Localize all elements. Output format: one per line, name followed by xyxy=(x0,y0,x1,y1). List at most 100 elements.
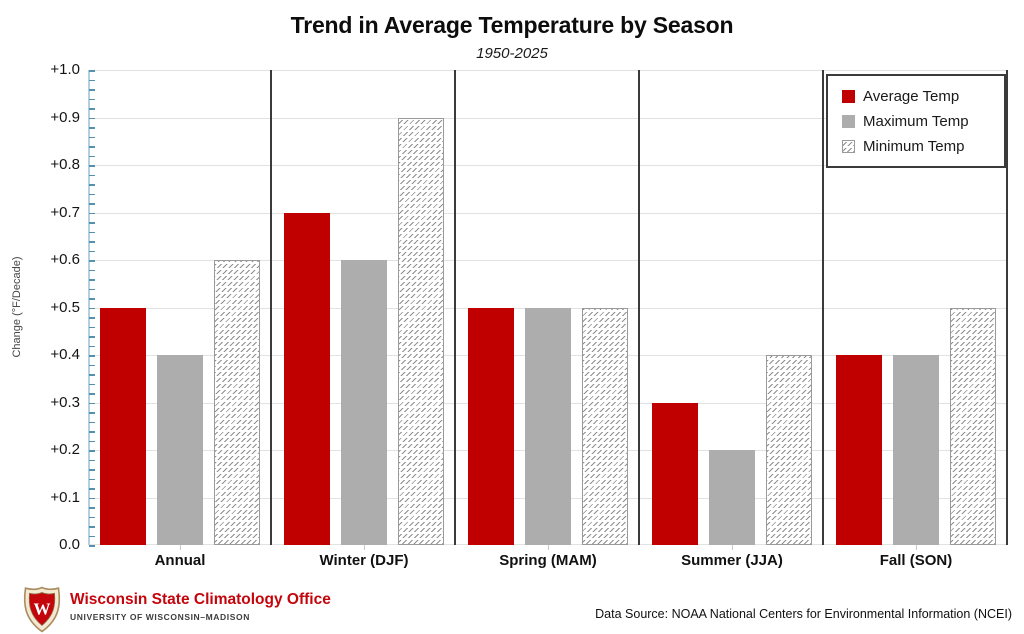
y-axis-minor-tick xyxy=(89,497,95,499)
org-subtitle: UNIVERSITY OF WISCONSIN–MADISON xyxy=(70,612,250,622)
y-axis-minor-tick xyxy=(89,412,95,414)
y-axis-minor-tick xyxy=(89,345,95,347)
data-source-text: Data Source: NOAA National Centers for E… xyxy=(595,607,1012,621)
bar-minimum-temp xyxy=(214,260,260,545)
gridline xyxy=(88,165,1008,166)
y-axis-minor-tick xyxy=(89,165,95,167)
bar-maximum-temp xyxy=(157,355,203,545)
group-separator xyxy=(454,70,456,545)
y-axis-minor-tick xyxy=(89,136,95,138)
y-axis-minor-tick xyxy=(89,450,95,452)
x-axis-label: Spring (MAM) xyxy=(499,552,597,569)
bar-minimum-temp xyxy=(950,307,996,545)
chart-title: Trend in Average Temperature by Season xyxy=(290,12,734,38)
y-axis-minor-tick xyxy=(89,288,95,290)
bar-average-temp xyxy=(468,307,514,545)
y-axis-tick-label: +0.6 xyxy=(50,251,80,268)
bar-average-temp xyxy=(836,355,882,545)
y-axis-minor-tick xyxy=(89,336,95,338)
bar-maximum-temp xyxy=(341,260,387,545)
y-axis-tick-label: +0.8 xyxy=(50,156,80,173)
y-axis-tick-label: 0.0 xyxy=(59,536,80,553)
y-axis-tick-label: +0.2 xyxy=(50,441,80,458)
legend: Average Temp Maximum Temp Minimum Temp xyxy=(826,74,1006,168)
group-separator xyxy=(822,70,824,545)
y-axis-minor-tick xyxy=(89,488,95,490)
y-axis-minor-tick xyxy=(89,326,95,328)
y-axis-minor-tick xyxy=(89,231,95,233)
y-axis-minor-tick xyxy=(89,440,95,442)
legend-label: Maximum Temp xyxy=(863,112,969,130)
y-axis-minor-tick xyxy=(89,364,95,366)
y-axis-tick-label: +0.4 xyxy=(50,346,80,363)
y-axis-minor-tick xyxy=(89,70,95,72)
x-axis-category-tick xyxy=(180,545,181,550)
bar-maximum-temp xyxy=(893,355,939,545)
legend-item: Maximum Temp xyxy=(842,113,1004,130)
y-axis-minor-tick xyxy=(89,545,95,547)
y-axis-minor-tick xyxy=(89,127,95,129)
legend-swatch-icon xyxy=(842,139,855,153)
y-axis-minor-tick xyxy=(89,193,95,195)
y-axis-minor-tick xyxy=(89,516,95,518)
y-axis-minor-tick xyxy=(89,108,95,110)
bar-minimum-temp xyxy=(582,307,628,545)
legend-label: Average Temp xyxy=(863,87,960,105)
y-axis-tick-label: +0.5 xyxy=(50,298,80,316)
y-axis-minor-tick xyxy=(89,98,95,100)
y-axis-minor-tick xyxy=(89,317,95,319)
x-axis-label: Summer (JJA) xyxy=(681,552,783,569)
y-axis-minor-tick xyxy=(89,184,95,186)
x-axis-label: Annual xyxy=(154,552,206,569)
y-axis-minor-tick xyxy=(89,469,95,471)
x-axis-category-tick xyxy=(548,545,549,550)
y-axis-minor-tick xyxy=(89,526,95,528)
y-axis-minor-tick xyxy=(89,155,95,157)
x-axis-category-tick xyxy=(732,545,733,550)
x-axis-category-tick xyxy=(916,545,917,550)
bar-minimum-temp xyxy=(398,117,444,545)
y-axis-minor-tick xyxy=(89,355,95,357)
y-axis-minor-tick xyxy=(89,117,95,119)
y-axis-minor-tick xyxy=(89,307,95,309)
y-axis-tick-label: +0.7 xyxy=(50,203,80,221)
y-axis-minor-tick xyxy=(89,269,95,271)
bar-maximum-temp xyxy=(709,450,755,545)
group-separator xyxy=(270,70,272,545)
y-axis-minor-tick xyxy=(89,203,95,205)
group-separator xyxy=(638,70,640,545)
gridline xyxy=(88,70,1008,71)
y-axis-minor-tick xyxy=(89,298,95,300)
svg-text:W: W xyxy=(34,600,51,619)
org-name: Wisconsin State Climatology Office xyxy=(70,591,331,608)
legend-item: Average Temp xyxy=(842,88,1004,105)
legend-item: Minimum Temp xyxy=(842,138,1004,155)
y-axis-tick-label: +0.3 xyxy=(50,393,80,411)
org-block: Wisconsin State Climatology Office UNIVE… xyxy=(70,591,331,622)
y-axis-minor-tick xyxy=(89,250,95,252)
y-axis-minor-tick xyxy=(89,279,95,281)
y-axis-minor-tick xyxy=(89,459,95,461)
y-axis-minor-tick xyxy=(89,174,95,176)
bar-minimum-temp xyxy=(766,355,812,545)
y-axis-minor-tick xyxy=(89,89,95,91)
y-axis-minor-tick xyxy=(89,79,95,81)
group-separator xyxy=(1006,70,1008,545)
y-axis-minor-tick xyxy=(89,431,95,433)
y-axis-minor-tick xyxy=(89,535,95,537)
bar-average-temp xyxy=(284,212,330,545)
legend-swatch-icon xyxy=(842,114,855,128)
footer: W Wisconsin State Climatology Office UNI… xyxy=(0,583,1024,634)
x-axis-category-tick xyxy=(364,545,365,550)
y-axis-tick-label: +1.0 xyxy=(50,61,80,78)
y-axis-minor-tick xyxy=(89,383,95,385)
y-axis-minor-tick xyxy=(89,241,95,243)
y-axis-minor-tick xyxy=(89,212,95,214)
y-axis-minor-tick xyxy=(89,260,95,262)
y-axis-minor-tick xyxy=(89,478,95,480)
y-axis-tick-label: +0.1 xyxy=(50,488,80,506)
y-axis-tick-label: +0.9 xyxy=(50,108,80,126)
legend-label: Minimum Temp xyxy=(863,137,965,155)
legend-swatch-icon xyxy=(842,89,855,103)
